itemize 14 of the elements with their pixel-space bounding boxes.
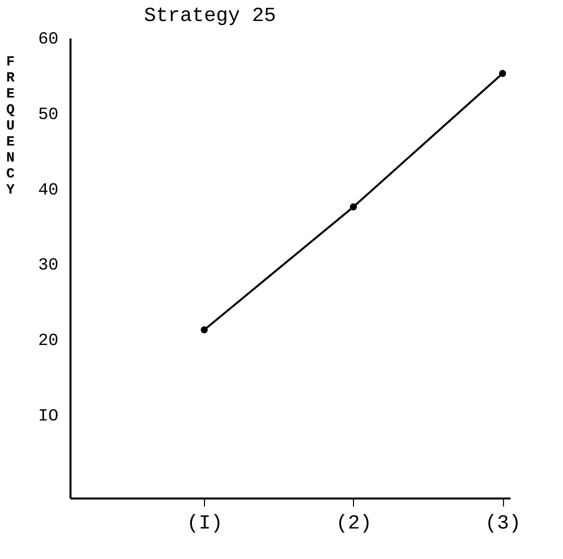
point	[350, 203, 357, 210]
x-tick-label: (3)	[485, 512, 522, 536]
x-tick-label: (2)	[336, 512, 372, 536]
text: FREQUENCY	[6, 54, 15, 198]
y-tick-label: 30	[38, 256, 58, 276]
y-tick-label: 40	[38, 181, 58, 200]
point	[200, 326, 208, 334]
y-tick-label: IO	[38, 408, 58, 427]
y-tick-label: 50	[38, 106, 58, 125]
chart-title: Strategy 25	[144, 5, 276, 28]
x-tick-label: (I)	[186, 512, 223, 536]
y-tick-label: 20	[38, 332, 58, 352]
point	[499, 70, 506, 77]
y-tick-label: 60	[38, 30, 58, 50]
